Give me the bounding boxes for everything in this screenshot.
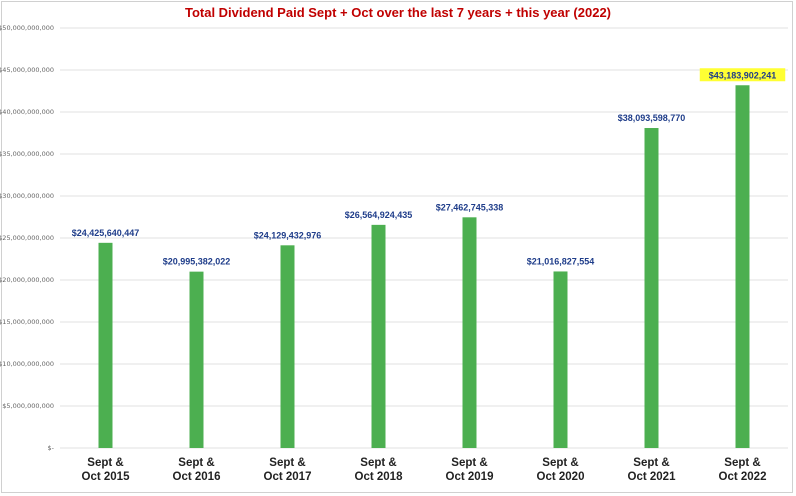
x-tick-label: Oct 2016 [173,471,221,483]
bar [98,242,113,448]
y-tick-label: $- [48,444,55,452]
bar [189,271,204,448]
data-label: $43,183,902,241 [709,70,777,80]
x-tick-label: Oct 2022 [719,471,767,483]
x-tick-label: Sept & [178,457,214,469]
x-tick-label: Oct 2019 [446,471,494,483]
data-labels: $24,425,640,447 $20,995,382,022 $24,129,43… [72,68,786,267]
y-tick-label: $5,000,000,000 [2,402,54,410]
data-label-highlight [699,68,786,82]
x-tick-label: Sept & [451,457,487,469]
y-tick-label: $50,000,000,000 [0,24,54,32]
x-tick-label: Sept & [633,457,669,469]
data-label: $26,564,924,435 [345,210,413,220]
y-tick-label: $40,000,000,000 [0,108,54,116]
y-tick-label: $30,000,000,000 [0,192,54,200]
data-label: $24,425,640,447 [72,228,140,238]
bar [735,85,750,448]
x-tick-label: Sept & [542,457,578,469]
data-label: $38,093,598,770 [618,113,686,123]
bar [371,224,386,448]
bar [280,245,295,448]
bars [98,85,750,448]
data-label: $24,129,432,976 [254,230,322,240]
y-tick-label: $25,000,000,000 [0,234,54,242]
x-tick-label: Oct 2017 [264,471,312,483]
x-axis-tick-labels: Sept & Oct 2015 Sept & Oct 2016 Sept & Oct 20… [82,457,767,483]
data-label: $20,995,382,022 [163,257,231,267]
data-label: $27,462,745,338 [436,202,504,212]
x-tick-label: Sept & [724,457,760,469]
x-tick-label: Sept & [87,457,123,469]
bar [644,128,659,448]
y-axis-tick-labels: $- $5,000,000,000 $10,000,000,000 $15,000,0… [0,24,55,452]
x-tick-label: Oct 2020 [537,471,585,483]
y-tick-label: $20,000,000,000 [0,276,54,284]
y-tick-label: $15,000,000,000 [0,318,54,326]
bar [553,271,568,448]
y-tick-label: $10,000,000,000 [0,360,54,368]
y-tick-label: $35,000,000,000 [0,150,54,158]
x-tick-label: Oct 2015 [82,471,131,483]
y-tick-label: $45,000,000,000 [0,66,54,74]
x-tick-label: Oct 2021 [628,471,677,483]
x-tick-label: Oct 2018 [355,471,404,483]
bar [462,217,477,448]
grid-lines [60,27,788,449]
chart-title: Total Dividend Paid Sept + Oct over the … [184,5,612,20]
x-tick-label: Sept & [360,457,396,469]
data-label: $21,016,827,554 [527,256,595,266]
x-tick-label: Sept & [269,457,305,469]
